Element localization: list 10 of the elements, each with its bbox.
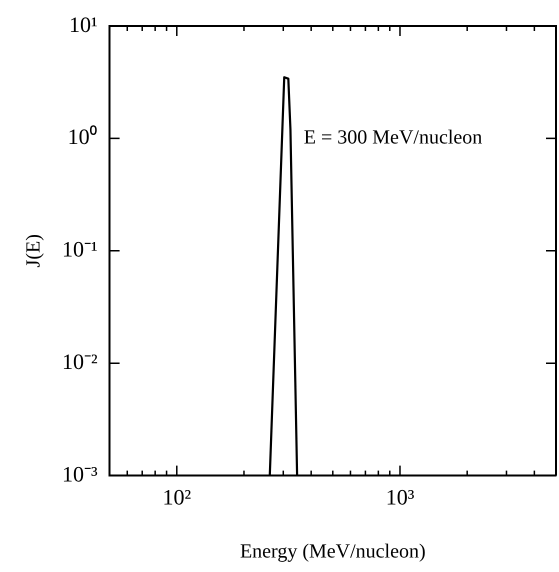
x-axis-title: Energy (MeV/nucleon) <box>240 540 426 562</box>
y-tick-label: 10⁻¹ <box>62 236 98 262</box>
y-tick-label: 10⁻² <box>62 348 98 374</box>
y-axis-title: J(E) <box>22 234 44 268</box>
annotation: E = 300 MeV/nucleon <box>304 126 482 149</box>
x-tick-label: 10² <box>162 484 192 510</box>
y-tick-label: 10¹ <box>68 12 98 37</box>
x-tick-label: 10³ <box>386 484 415 510</box>
y-tick-label: 10⁻³ <box>62 461 98 486</box>
y-tick-label: 10⁰ <box>68 124 98 150</box>
